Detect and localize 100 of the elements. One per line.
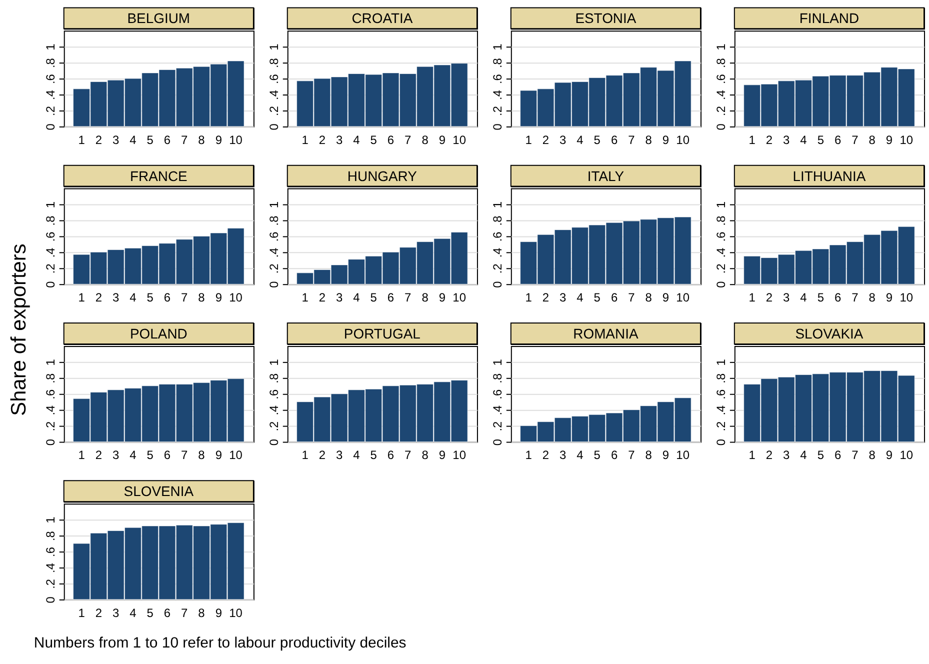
x-tick-label: 9 — [438, 132, 446, 147]
chart-title: ESTONIA — [575, 10, 637, 26]
x-tick-label: 8 — [422, 290, 429, 305]
x-tick-label: 10 — [229, 448, 243, 462]
x-tick-label: 2 — [318, 132, 326, 147]
x-tick-label: 4 — [800, 448, 808, 462]
y-tick-label: .6 — [714, 74, 728, 84]
x-tick-label: 10 — [676, 290, 690, 305]
y-tick-label: 1 — [43, 201, 58, 208]
x-tick-label: 3 — [112, 290, 120, 305]
x-tick-label: 5 — [594, 448, 601, 462]
x-tick-label: 4 — [130, 606, 137, 620]
x-tick-label: 9 — [215, 132, 222, 147]
chart-title: FRANCE — [130, 168, 188, 184]
y-tick-label: 1 — [43, 43, 58, 50]
x-tick-label: 10 — [900, 290, 914, 305]
x-tick-label: 5 — [146, 606, 154, 620]
x-tick-label: 1 — [525, 290, 532, 305]
x-tick-label: 9 — [886, 290, 893, 305]
x-tick-label: 1 — [748, 132, 756, 147]
x-tick-label: 7 — [181, 290, 188, 305]
y-tick-label: 1 — [714, 201, 728, 208]
y-tick-label: 1 — [266, 201, 281, 208]
x-tick-label: 1 — [302, 290, 309, 305]
y-tick-label: 0 — [266, 123, 281, 130]
x-tick-label: 8 — [198, 290, 206, 305]
y-tick-label: 1 — [714, 358, 728, 366]
y-tick-label: .4 — [266, 90, 281, 100]
y-tick-label: .2 — [266, 263, 281, 274]
y-tick-label: .8 — [714, 58, 728, 68]
y-tick-label: .4 — [43, 562, 58, 573]
x-tick-label: 6 — [387, 448, 394, 462]
x-tick-label: 9 — [215, 606, 222, 620]
x-tick-label: 4 — [576, 132, 584, 147]
y-tick-label: .8 — [490, 58, 504, 68]
x-tick-label: 1 — [302, 448, 309, 462]
x-tick-label: 3 — [112, 606, 120, 620]
y-tick-label: 0 — [43, 123, 58, 130]
x-tick-label: 2 — [542, 290, 550, 305]
x-tick-label: 4 — [130, 290, 137, 305]
x-tick-label: 6 — [387, 132, 394, 147]
x-tick-label: 8 — [868, 448, 876, 462]
x-tick-label: 8 — [422, 132, 429, 147]
x-tick-label: 9 — [662, 290, 670, 305]
x-tick-label: 4 — [353, 290, 360, 305]
x-tick-label: 10 — [229, 290, 243, 305]
y-tick-label: 0 — [490, 280, 504, 288]
chart-title: PORTUGAL — [344, 325, 421, 342]
y-tick-label: .8 — [490, 373, 504, 384]
x-tick-label: 5 — [146, 132, 154, 147]
x-tick-label: 7 — [404, 132, 412, 147]
x-tick-label: 3 — [560, 290, 567, 305]
x-tick-label: 8 — [645, 448, 652, 462]
y-tick-label: 0 — [43, 438, 58, 446]
chart-title: ITALY — [587, 168, 624, 184]
x-tick-label: 4 — [800, 290, 808, 305]
x-tick-label: 10 — [452, 448, 466, 462]
x-tick-label: 7 — [852, 290, 859, 305]
y-tick-label: 0 — [43, 280, 58, 288]
y-tick-label: 0 — [714, 280, 728, 288]
y-tick-label: .6 — [266, 389, 281, 400]
x-tick-label: 8 — [198, 132, 206, 147]
x-tick-label: 5 — [146, 290, 154, 305]
y-tick-label: 1 — [490, 201, 504, 208]
y-tick-label: 0 — [714, 438, 728, 446]
y-tick-label: .8 — [43, 530, 58, 542]
x-tick-label: 10 — [900, 132, 914, 147]
x-tick-label: 6 — [164, 132, 171, 147]
x-tick-label: 8 — [645, 290, 652, 305]
y-tick-label: .2 — [490, 420, 504, 432]
x-tick-label: 3 — [783, 448, 790, 462]
x-tick-label: 6 — [610, 290, 618, 305]
x-tick-label: 7 — [181, 448, 188, 462]
x-tick-label: 1 — [78, 132, 86, 147]
x-tick-label: 6 — [834, 448, 842, 462]
x-tick-label: 7 — [628, 448, 636, 462]
y-tick-label: 0 — [490, 438, 504, 446]
x-tick-label: 3 — [783, 290, 790, 305]
y-tick-label: .2 — [43, 263, 58, 274]
x-tick-label: 2 — [95, 448, 102, 462]
y-tick-label: 1 — [43, 516, 58, 524]
x-tick-label: 5 — [370, 132, 378, 147]
y-tick-label: 1 — [43, 358, 58, 366]
chart-title: HUNGARY — [347, 168, 417, 184]
x-tick-label: 2 — [318, 290, 326, 305]
x-tick-label: 6 — [164, 448, 171, 462]
chart-title: SLOVENIA — [124, 483, 194, 500]
x-tick-label: 9 — [438, 290, 446, 305]
x-tick-label: 8 — [422, 448, 429, 462]
y-tick-label: 0 — [266, 438, 281, 446]
x-tick-label: 2 — [318, 448, 326, 462]
x-tick-label: 8 — [868, 132, 876, 147]
x-tick-label: 5 — [594, 132, 601, 147]
x-tick-label: 4 — [130, 132, 137, 147]
x-tick-label: 4 — [353, 132, 360, 147]
x-tick-label: 2 — [766, 290, 773, 305]
x-tick-label: 9 — [438, 448, 446, 462]
y-tick-label: .4 — [43, 247, 58, 258]
x-tick-label: 9 — [215, 290, 222, 305]
x-tick-label: 3 — [112, 132, 120, 147]
